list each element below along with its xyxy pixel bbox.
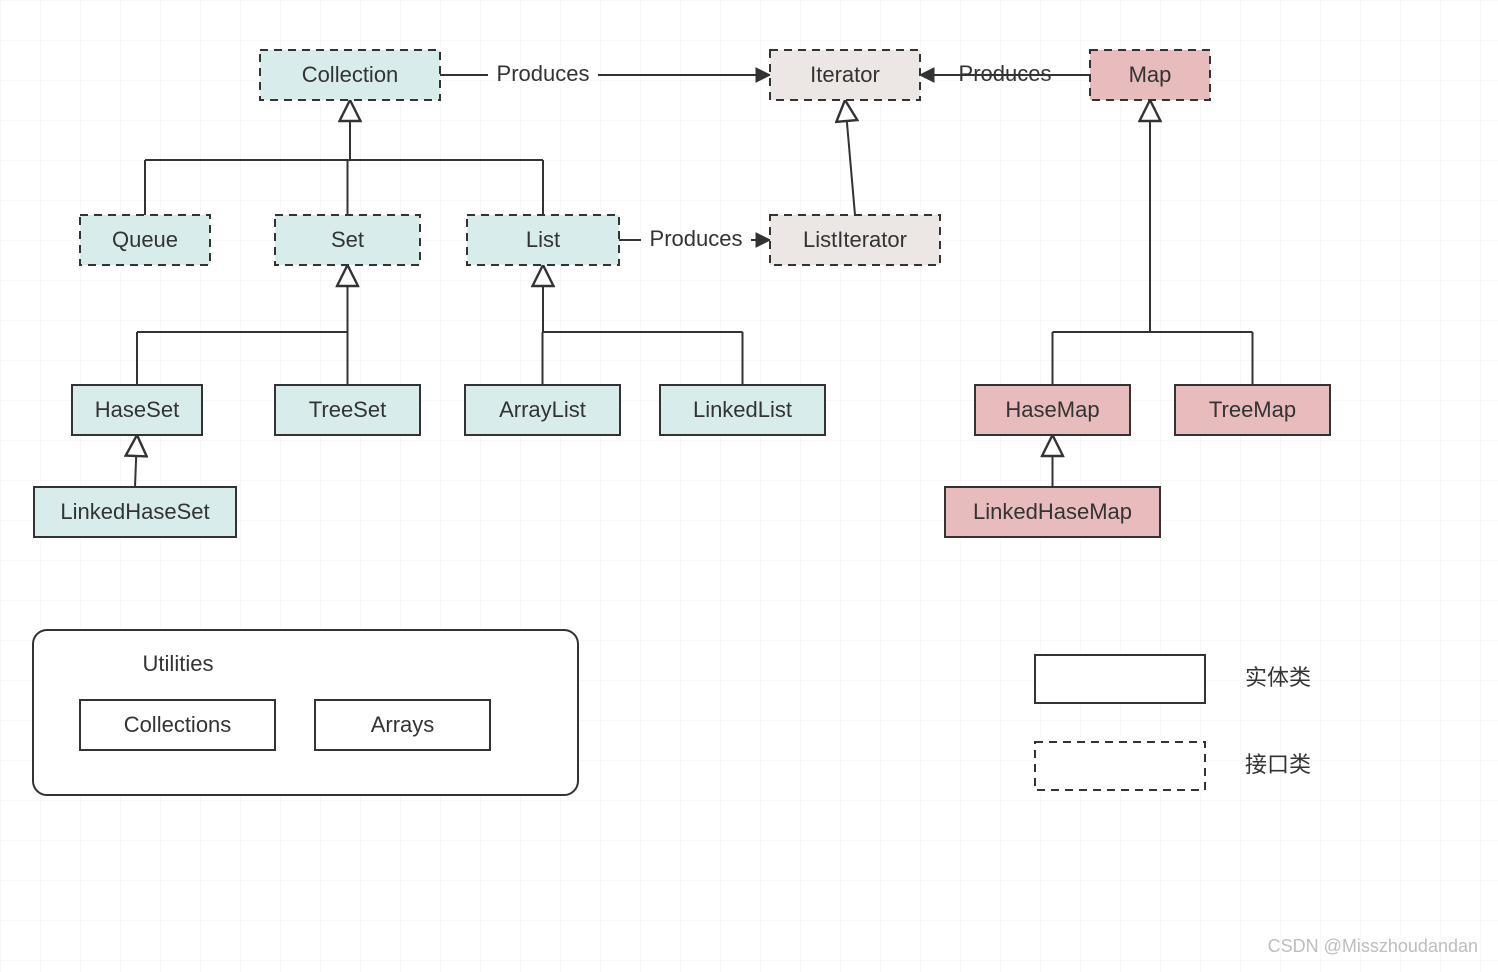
node-label: HaseSet xyxy=(95,397,179,422)
watermark: CSDN @Misszhoudandan xyxy=(1268,936,1478,956)
node-label: LinkedList xyxy=(693,397,792,422)
node-label: TreeSet xyxy=(309,397,386,422)
node-label: HaseMap xyxy=(1005,397,1099,422)
node-label: ListIterator xyxy=(803,227,907,252)
node-label: Collection xyxy=(302,62,399,87)
node-label: ArrayList xyxy=(499,397,586,422)
node-queue: Queue xyxy=(80,215,210,265)
node-label: Iterator xyxy=(810,62,880,87)
node-list: List xyxy=(467,215,619,265)
node-label: TreeMap xyxy=(1209,397,1296,422)
legend-solid xyxy=(1035,655,1205,703)
node-arraylist: ArrayList xyxy=(465,385,620,435)
legend-dashed-label: 接口类 xyxy=(1245,752,1311,777)
utilities-title: Utilities xyxy=(143,651,214,676)
node-treemap: TreeMap xyxy=(1175,385,1330,435)
node-label: Queue xyxy=(112,227,178,252)
node-hasemap: HaseMap xyxy=(975,385,1130,435)
node-linkedhaseset: LinkedHaseSet xyxy=(34,487,236,537)
diagram-svg: Produces Produces Produces Collection Iterat… xyxy=(0,0,1498,972)
node-label: Set xyxy=(331,227,364,252)
node-iterator: Iterator xyxy=(770,50,920,100)
produces-label: Produces xyxy=(959,61,1052,86)
node-label: LinkedHaseSet xyxy=(60,499,209,524)
legend-dashed xyxy=(1035,742,1205,790)
node-label: LinkedHaseMap xyxy=(973,499,1132,524)
node-listiterator: ListIterator xyxy=(770,215,940,265)
node-map: Map xyxy=(1090,50,1210,100)
legend-solid-label: 实体类 xyxy=(1245,665,1311,690)
node-linkedlist: LinkedList xyxy=(660,385,825,435)
node-linkedhasemap: LinkedHaseMap xyxy=(945,487,1160,537)
produces-label: Produces xyxy=(497,61,590,86)
utilities-item-label: Arrays xyxy=(371,712,435,737)
utilities-item-label: Collections xyxy=(124,712,232,737)
diagram-root: Produces Produces Produces Collection Iterat… xyxy=(0,0,1498,972)
utilities-box: Utilities Collections Arrays xyxy=(33,630,578,795)
node-label: List xyxy=(526,227,560,252)
produces-label: Produces xyxy=(650,226,743,251)
node-label: Map xyxy=(1129,62,1172,87)
node-collection: Collection xyxy=(260,50,440,100)
node-treeset: TreeSet xyxy=(275,385,420,435)
node-haseset: HaseSet xyxy=(72,385,202,435)
node-set: Set xyxy=(275,215,420,265)
